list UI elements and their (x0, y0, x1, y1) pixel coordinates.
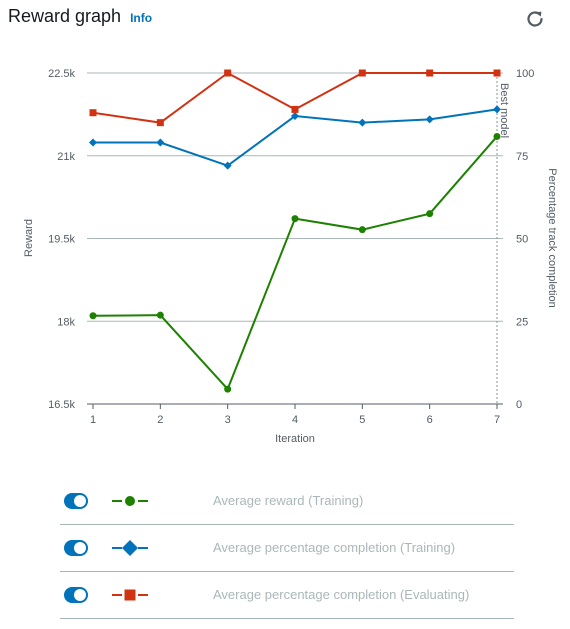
data-point-square (224, 69, 232, 77)
toggle-knob (74, 495, 86, 507)
data-point-square (291, 105, 299, 113)
legend: Average reward (Training) Average percent… (60, 478, 514, 619)
toggle-knob (74, 542, 86, 554)
data-point-square (358, 69, 366, 77)
toggle-knob (74, 589, 86, 601)
series-toggle[interactable] (64, 540, 88, 556)
y-tick-label-left: 21k (57, 151, 75, 163)
legend-marker-circle-icon (112, 496, 148, 506)
data-point-diamond (156, 138, 165, 147)
y-axis-title-right: Percentage track completion (546, 168, 558, 307)
legend-label: Average percentage completion (Evaluatin… (213, 587, 470, 602)
page-title: Reward graph (8, 6, 122, 26)
legend-marker-square-icon (112, 589, 148, 601)
info-link[interactable]: Info (130, 11, 153, 25)
y-tick-label-right: 50 (516, 234, 528, 246)
y-tick-label-left: 22.5k (48, 68, 75, 80)
series-toggle[interactable] (64, 493, 88, 509)
legend-row: Average reward (Training) (60, 478, 514, 525)
x-tick-label: 2 (157, 414, 163, 426)
legend-marker-diamond-icon (112, 540, 148, 556)
y-tick-label-right: 25 (516, 316, 528, 328)
x-tick-label: 6 (427, 414, 433, 426)
series-toggle[interactable] (64, 587, 88, 603)
data-point-circle (493, 132, 501, 140)
y-axis-title-left: Reward (23, 219, 35, 257)
data-point-circle (358, 226, 366, 234)
y-tick-label-right: 100 (516, 68, 534, 80)
refresh-icon[interactable] (524, 8, 546, 30)
data-point-square (89, 109, 97, 117)
data-point-square (426, 69, 434, 77)
data-point-diamond (291, 112, 299, 121)
data-point-circle (224, 385, 232, 393)
legend-label: Average reward (Training) (213, 493, 364, 508)
y-tick-label-right: 0 (516, 399, 522, 411)
data-point-circle (156, 311, 164, 319)
data-point-diamond (493, 105, 501, 114)
y-tick-label-left: 16.5k (48, 399, 75, 411)
header: Reward graph Info (8, 6, 152, 32)
data-point-square (493, 69, 501, 77)
legend-row: Average percentage completion (Evaluatin… (60, 572, 514, 619)
x-tick-label: 3 (225, 414, 231, 426)
best-model-label: Best model (498, 83, 510, 138)
data-point-diamond (89, 138, 97, 147)
x-tick-label: 1 (90, 414, 96, 426)
y-tick-label-left: 19.5k (48, 234, 75, 246)
reward-chart: 16.5k 0 18k 25 19.5k 50 21k 75 22.5k 100 1 2 3 4 5 6 7 Be… (23, 68, 558, 445)
y-tick-label-right: 75 (516, 151, 528, 163)
x-tick-label: 7 (494, 414, 500, 426)
data-point-circle (291, 215, 299, 223)
data-point-circle (426, 210, 434, 218)
x-axis-title: Iteration (275, 433, 315, 445)
data-point-circle (89, 312, 97, 320)
series-line-0 (92, 135, 498, 391)
data-point-diamond (223, 161, 232, 170)
legend-row: Average percentage completion (Training) (60, 525, 514, 572)
x-tick-label: 5 (359, 414, 365, 426)
data-point-square (156, 119, 164, 127)
y-tick-label-left: 18k (57, 316, 75, 328)
data-point-diamond (358, 118, 367, 127)
x-tick-label: 4 (292, 414, 298, 426)
data-point-diamond (425, 115, 434, 124)
legend-label: Average percentage completion (Training) (213, 540, 456, 555)
